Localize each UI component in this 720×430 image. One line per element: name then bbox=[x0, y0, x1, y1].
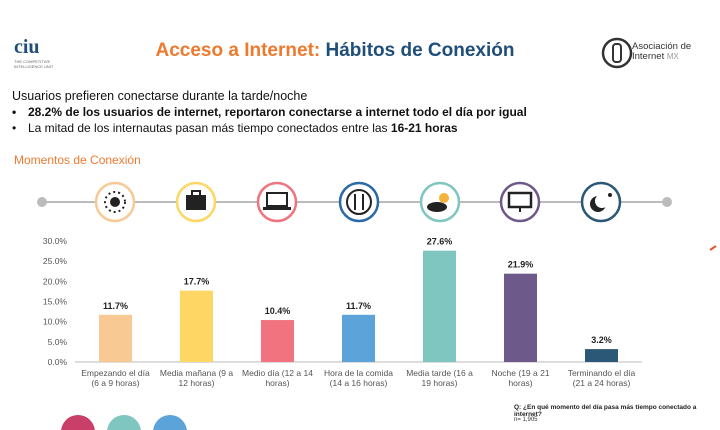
x-tick-label: Media mañana (9 a 12 horas) bbox=[159, 368, 234, 388]
value-label: 11.7% bbox=[346, 301, 371, 311]
chart-title: Momentos de Conexión bbox=[14, 153, 141, 167]
value-label: 10.4% bbox=[265, 306, 291, 316]
icon-sun bbox=[110, 197, 120, 207]
icon-circle bbox=[419, 181, 461, 223]
logo-right-line: Internet MX bbox=[632, 52, 691, 62]
value-label: 27.6% bbox=[427, 237, 453, 247]
y-tick-label: 5.0% bbox=[48, 337, 68, 347]
icon-moon-cut bbox=[595, 194, 609, 208]
icon-laptop-base bbox=[263, 207, 291, 210]
decor-mark bbox=[709, 245, 717, 251]
icon-circle bbox=[499, 181, 541, 223]
slide-title: Acceso a Internet: Hábitos de Conexión bbox=[0, 40, 670, 62]
logo-right: Asociación de Internet MX bbox=[632, 42, 691, 62]
icon-sun bbox=[439, 193, 449, 203]
title-part: Acceso a Internet: bbox=[155, 40, 321, 61]
y-tick-label: 0.0% bbox=[48, 357, 68, 367]
y-tick-label: 20.0% bbox=[43, 276, 68, 286]
icon-circle bbox=[256, 181, 298, 223]
intro: Usuarios prefieren conectarse durante la… bbox=[12, 89, 308, 103]
icon-laptop bbox=[266, 192, 288, 207]
bullet-text: 28.2% de los usuarios de internet, repor… bbox=[28, 105, 527, 119]
x-tick-label: Empezando el día (6 a 9 horas) bbox=[81, 368, 150, 388]
icon-briefcase bbox=[186, 195, 206, 210]
bullet-bold: 16-21 horas bbox=[390, 121, 458, 135]
y-tick-label: 30.0% bbox=[43, 236, 68, 246]
x-tick-label: Noche (19 a 21 horas) bbox=[491, 368, 550, 388]
icon-star bbox=[608, 193, 612, 197]
logo-left: ciu THE COMPETITIVE INTELLIGENCE UNIT bbox=[14, 36, 64, 69]
icon-cloud bbox=[427, 202, 447, 212]
y-tick-label: 25.0% bbox=[43, 256, 68, 266]
icon-circle bbox=[338, 181, 380, 223]
bar bbox=[423, 250, 456, 362]
x-tick-label: Medio día (12 a 14 horas) bbox=[242, 368, 313, 388]
icon-plate bbox=[346, 189, 372, 215]
bullet: • 28.2% de los usuarios de internet, repo… bbox=[12, 105, 527, 119]
timeline-end bbox=[662, 197, 672, 207]
value-label: 3.2% bbox=[591, 335, 612, 345]
decor-circle bbox=[107, 415, 141, 430]
bullet-text: La mitad de los internautas pasan más ti… bbox=[28, 121, 391, 135]
logo-right-word: Internet bbox=[632, 51, 665, 62]
y-tick-label: 15.0% bbox=[43, 297, 68, 307]
logo-left-name: ciu bbox=[14, 36, 40, 58]
bar bbox=[99, 314, 132, 362]
logo-right-icon bbox=[601, 37, 633, 69]
bullet: • La mitad de los internautas pasan más t… bbox=[12, 121, 458, 135]
bar bbox=[180, 290, 213, 362]
bar bbox=[342, 314, 375, 362]
logo-left-subtitle: THE COMPETITIVE INTELLIGENCE UNIT bbox=[14, 59, 54, 69]
logo-ring bbox=[601, 37, 633, 69]
bar bbox=[504, 273, 537, 362]
logo-right-line: Asociación de bbox=[632, 41, 692, 52]
timeline-end bbox=[37, 197, 47, 207]
logo-shape bbox=[612, 43, 622, 63]
decor-circle bbox=[61, 415, 95, 430]
decor-circle bbox=[153, 415, 187, 430]
icon-handle bbox=[191, 190, 201, 197]
value-label: 21.9% bbox=[508, 260, 534, 270]
y-tick-label: 10.0% bbox=[43, 317, 68, 327]
title-part: Hábitos de Conexión bbox=[325, 40, 515, 61]
value-label: 17.7% bbox=[184, 277, 210, 287]
icons bbox=[94, 181, 622, 223]
icon-sun-rays bbox=[104, 191, 126, 213]
footnote-question: Q: ¿En qué momento del día pasa más tiem… bbox=[514, 404, 697, 418]
x-tick-label: Hora de la comida (14 a 16 horas) bbox=[324, 368, 393, 388]
x-tick-label: Terminando el día (21 a 24 horas) bbox=[567, 368, 636, 388]
bar bbox=[261, 320, 294, 362]
value-label: 11.7% bbox=[103, 301, 128, 311]
bar bbox=[585, 349, 618, 362]
logo-right-suffix: MX bbox=[666, 52, 679, 61]
footnote-sample: n= 1,905 bbox=[514, 417, 538, 423]
x-tick-label: Media tarde (16 a 19 horas) bbox=[406, 368, 473, 388]
